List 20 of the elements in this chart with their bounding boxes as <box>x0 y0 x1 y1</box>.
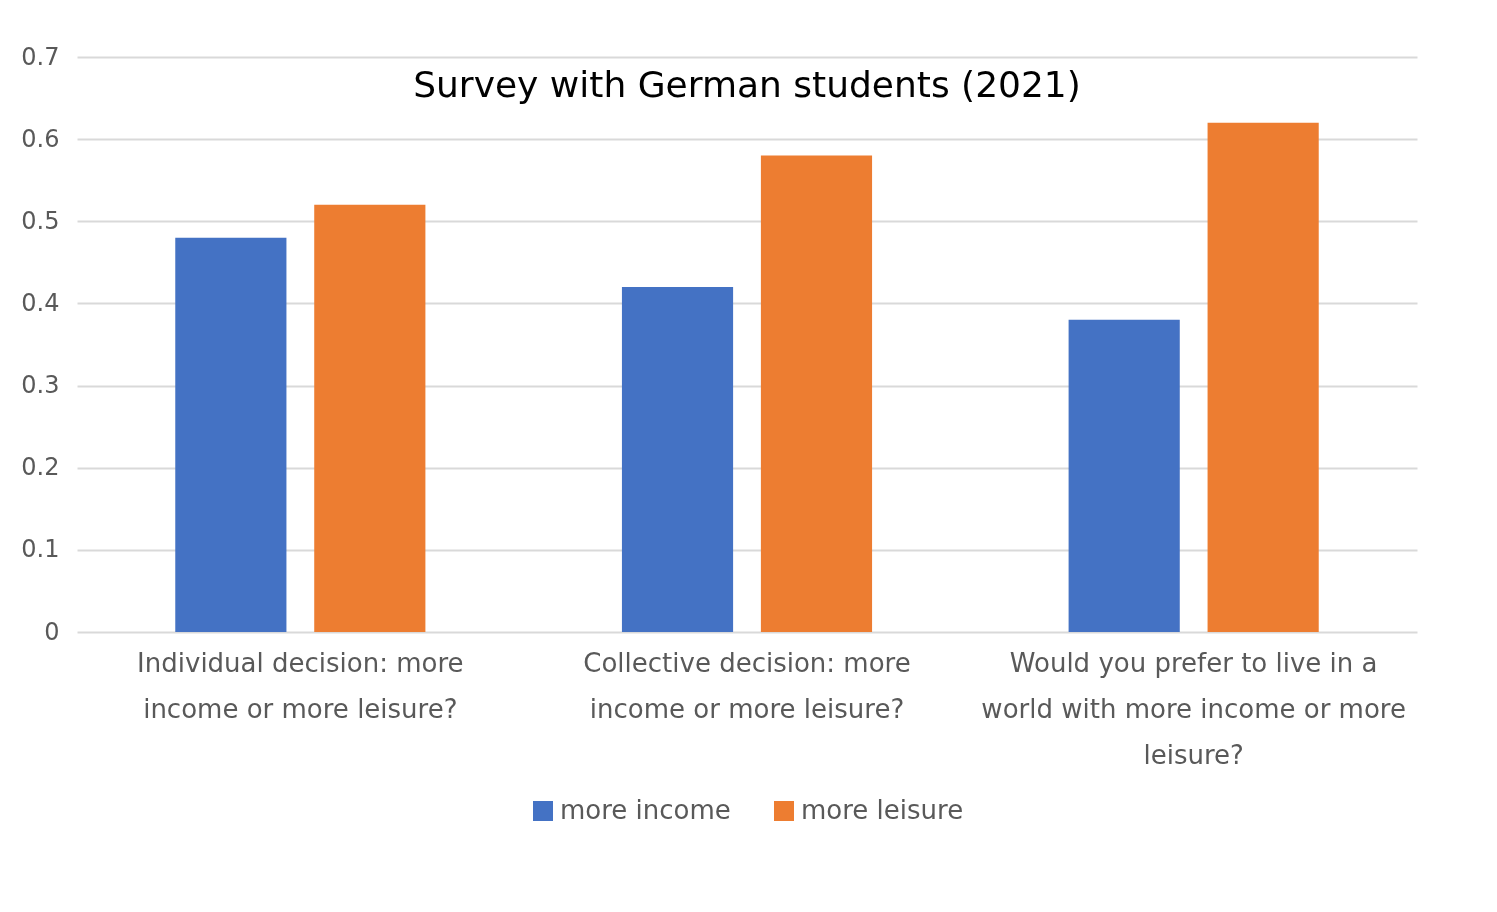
y-tick-label: 0.1 <box>21 535 60 564</box>
bar <box>1068 319 1180 632</box>
bar <box>314 204 426 632</box>
legend-label: more leisure <box>801 795 964 825</box>
bar <box>621 287 734 632</box>
bar <box>760 155 873 632</box>
chart-title: Survey with German students (2021) <box>413 64 1081 105</box>
y-tick-label: 0.3 <box>21 371 60 400</box>
y-tick-label: 0 <box>44 617 60 646</box>
y-tick-label: 0.7 <box>21 42 60 71</box>
y-tick-label: 0.2 <box>21 453 60 482</box>
x-tick-label: Individual decision: more income or more leisure? <box>137 647 464 724</box>
y-tick-label: 0.5 <box>21 206 60 235</box>
y-tick-label: 0.6 <box>21 124 60 153</box>
bar <box>1207 122 1319 632</box>
bar <box>175 237 287 632</box>
y-tick-label: 0.4 <box>21 288 60 317</box>
x-tick-label: Collective decision: more income or more leisure? <box>583 647 911 724</box>
x-tick-label: Would you prefer to live in a world with more income or more leisure? <box>981 647 1406 770</box>
legend-label: more income <box>560 795 731 825</box>
